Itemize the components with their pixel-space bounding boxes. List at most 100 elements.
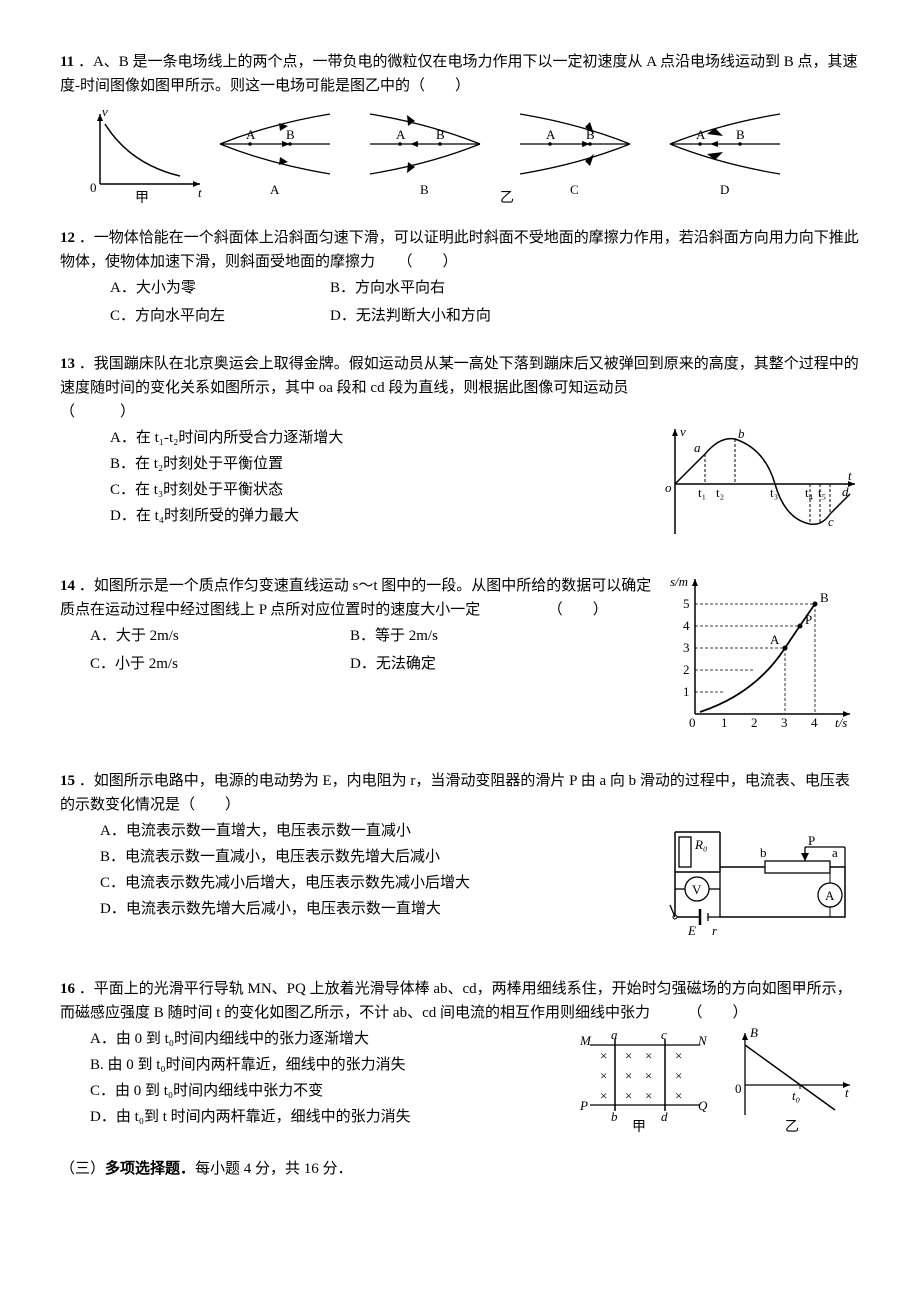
svg-text:×: × bbox=[645, 1088, 652, 1103]
q12-opt-b: B．方向水平向右 bbox=[330, 276, 445, 300]
svg-text:a: a bbox=[694, 440, 701, 455]
svg-text:×: × bbox=[645, 1068, 652, 1083]
svg-text:b: b bbox=[760, 845, 767, 860]
q14-stem: ．如图所示是一个质点作匀变速直线运动 s～t 图中的一段。从图中所给的数据可以确… bbox=[60, 578, 651, 618]
q14-num: 14 bbox=[60, 578, 75, 594]
svg-text:M: M bbox=[579, 1033, 592, 1048]
svg-text:P: P bbox=[579, 1098, 588, 1113]
svg-text:4: 4 bbox=[811, 715, 818, 730]
svg-text:t: t bbox=[848, 468, 852, 483]
svg-text:×: × bbox=[625, 1088, 632, 1103]
svg-text:×: × bbox=[675, 1068, 682, 1083]
svg-text:t₁: t₁ bbox=[698, 485, 706, 500]
svg-text:t: t bbox=[198, 185, 202, 200]
svg-text:s/m: s/m bbox=[670, 574, 688, 589]
svg-text:r: r bbox=[712, 923, 718, 938]
svg-text:3: 3 bbox=[781, 715, 788, 730]
q16-num: 16 bbox=[60, 981, 75, 997]
q12-stem: ．一物体恰能在一个斜面体上沿斜面匀速下滑，可以证明此时斜面不受地面的摩擦力作用，… bbox=[60, 230, 859, 270]
q16-opt-a: A．由 0 到 t₀时间内细线中的张力逐渐增大 bbox=[90, 1027, 560, 1051]
q11-fig-vt: v t 0 甲 bbox=[80, 104, 210, 204]
svg-text:5: 5 bbox=[683, 596, 690, 611]
svg-text:B: B bbox=[420, 182, 429, 197]
svg-text:o: o bbox=[665, 480, 672, 495]
svg-text:A: A bbox=[770, 632, 780, 647]
svg-text:A: A bbox=[270, 182, 280, 197]
svg-text:甲: 甲 bbox=[632, 1120, 646, 1135]
svg-text:A: A bbox=[396, 127, 406, 142]
svg-text:×: × bbox=[625, 1068, 632, 1083]
svg-text:乙: 乙 bbox=[500, 190, 514, 204]
q11-figure-row: v t 0 甲 A B A bbox=[60, 104, 860, 204]
svg-text:乙: 乙 bbox=[785, 1119, 799, 1135]
svg-text:P: P bbox=[805, 612, 812, 627]
q13-figure: v t o a b c d t₁ t₂ t₃ t₄ t₅ bbox=[660, 424, 860, 544]
q13-opt-a: A．在 t₁-t₂时间内所受合力逐渐增大 bbox=[110, 426, 650, 450]
svg-text:t/s: t/s bbox=[835, 715, 847, 730]
svg-text:×: × bbox=[675, 1048, 682, 1063]
question-13: 13 ．我国蹦床队在北京奥运会上取得金牌。假如运动员从某一高处下落到蹦床后又被弹… bbox=[60, 352, 860, 552]
svg-text:×: × bbox=[675, 1088, 682, 1103]
svg-text:B: B bbox=[736, 127, 745, 142]
q11-fig-options: A B A A B B bbox=[210, 104, 810, 204]
svg-text:v: v bbox=[102, 104, 108, 119]
section-heading: （三）多项选择题．每小题 4 分，共 16 分． bbox=[60, 1157, 860, 1181]
q14-figure: A P B 1 2 3 4 5 0 1 2 3 4 s/m t/s bbox=[665, 574, 860, 739]
svg-text:b: b bbox=[738, 426, 745, 441]
question-15: 15 ．如图所示电路中，电源的电动势为 E，内电阻为 r，当滑动变阻器的滑片 P… bbox=[60, 769, 860, 955]
svg-text:1: 1 bbox=[683, 684, 690, 699]
q12-opt-a: A．大小为零 bbox=[110, 276, 290, 300]
q13-options: A．在 t₁-t₂时间内所受合力逐渐增大 B．在 t₂时刻处于平衡位置 C．在 … bbox=[60, 426, 650, 528]
q13-opt-d: D．在 t₄时刻所受的弹力最大 bbox=[110, 504, 650, 528]
q16-fig-乙: B 0 t₀ t 乙 bbox=[730, 1025, 860, 1135]
svg-text:t₅: t₅ bbox=[818, 485, 826, 500]
svg-text:4: 4 bbox=[683, 618, 690, 633]
q15-opt-b: B．电流表示数一直减小，电压表示数先增大后减小 bbox=[100, 845, 650, 869]
svg-text:b: b bbox=[611, 1109, 618, 1124]
svg-text:C: C bbox=[570, 182, 579, 197]
svg-text:E: E bbox=[687, 923, 696, 938]
svg-text:d: d bbox=[661, 1109, 668, 1124]
q12-options: A．大小为零 B．方向水平向右 C．方向水平向左 D．无法判断大小和方向 bbox=[60, 274, 860, 330]
q14-options: A．大于 2m/s B．等于 2m/s C．小于 2m/s D．无法确定 bbox=[60, 622, 655, 678]
q13-opt-c: C．在 t₃时刻处于平衡状态 bbox=[110, 478, 650, 502]
q14-opt-a: A．大于 2m/s bbox=[90, 624, 310, 648]
q16-stem: ．平面上的光滑平行导轨 MN、PQ 上放着光滑导体棒 ab、cd，两棒用细线系住… bbox=[60, 981, 852, 1021]
q15-options: A．电流表示数一直增大，电压表示数一直减小 B．电流表示数一直减小，电压表示数先… bbox=[60, 819, 650, 921]
svg-text:t₃: t₃ bbox=[770, 485, 778, 500]
svg-text:A: A bbox=[546, 127, 556, 142]
svg-text:B: B bbox=[820, 590, 829, 605]
svg-text:c: c bbox=[661, 1027, 667, 1042]
q12-num: 12 bbox=[60, 230, 75, 246]
svg-text:Q: Q bbox=[698, 1098, 708, 1113]
q16-fig-甲: ×××× ×××× ×××× M N P Q a b c d 甲 bbox=[570, 1025, 710, 1135]
q12-opt-d: D．无法判断大小和方向 bbox=[330, 304, 491, 328]
q15-opt-d: D．电流表示数先增大后减小，电压表示数一直增大 bbox=[100, 897, 650, 921]
section-text: （三）多项选择题．每小题 4 分，共 16 分． bbox=[60, 1161, 353, 1177]
q14-opt-d: D．无法确定 bbox=[350, 652, 436, 676]
q13-num: 13 bbox=[60, 356, 75, 372]
svg-text:V: V bbox=[692, 882, 702, 897]
svg-text:甲: 甲 bbox=[135, 191, 149, 204]
svg-text:×: × bbox=[645, 1048, 652, 1063]
svg-text:2: 2 bbox=[751, 715, 758, 730]
svg-text:d: d bbox=[842, 484, 849, 499]
q13-stem: ．我国蹦床队在北京奥运会上取得金牌。假如运动员从某一高处下落到蹦床后又被弹回到原… bbox=[60, 356, 920, 420]
svg-text:t₄: t₄ bbox=[805, 485, 814, 500]
svg-text:×: × bbox=[625, 1048, 632, 1063]
svg-text:t: t bbox=[845, 1085, 849, 1100]
q15-figure: R₀ V b a P A bbox=[660, 817, 860, 947]
q14-opt-b: B．等于 2m/s bbox=[350, 624, 438, 648]
svg-text:t₀: t₀ bbox=[792, 1088, 800, 1103]
q15-opt-c: C．电流表示数先减小后增大，电压表示数先减小后增大 bbox=[100, 871, 650, 895]
svg-text:P: P bbox=[808, 833, 815, 848]
q11-stem: ．A、B 是一条电场线上的两个点，一带负电的微粒仅在电场力作用下以一定初速度从 … bbox=[60, 54, 858, 94]
svg-text:×: × bbox=[600, 1068, 607, 1083]
svg-text:c: c bbox=[828, 514, 834, 529]
q13-opt-b: B．在 t₂时刻处于平衡位置 bbox=[110, 452, 650, 476]
svg-text:a: a bbox=[611, 1027, 618, 1042]
svg-text:B: B bbox=[286, 127, 295, 142]
q14-opt-c: C．小于 2m/s bbox=[90, 652, 310, 676]
question-14: 14 ．如图所示是一个质点作匀变速直线运动 s～t 图中的一段。从图中所给的数据… bbox=[60, 574, 860, 747]
q16-opt-b: B. 由 0 到 t₀时间内两杆靠近，细线中的张力消失 bbox=[90, 1053, 560, 1077]
